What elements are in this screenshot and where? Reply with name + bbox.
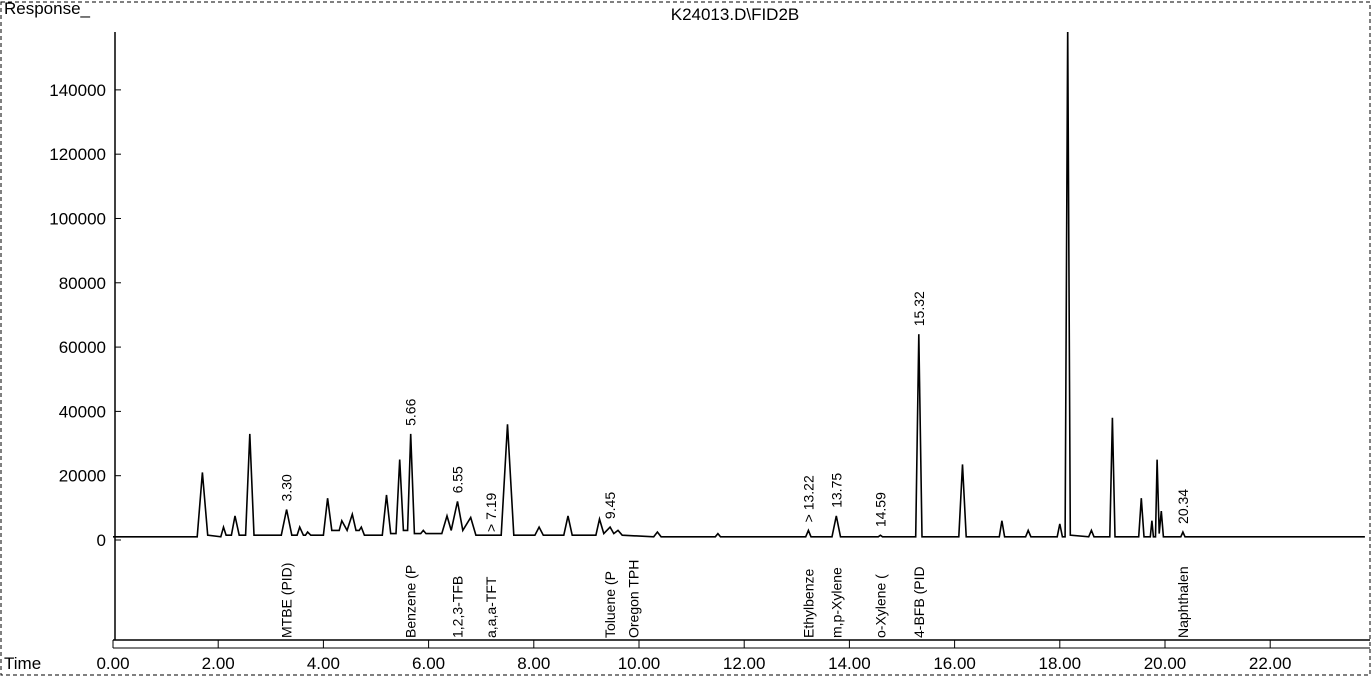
x-tick-label: 12.00	[723, 654, 766, 673]
peak-label: 3.30	[279, 474, 295, 501]
compound-label: a,a,a-TFT	[483, 576, 499, 638]
peak-label: 6.55	[450, 466, 466, 493]
x-tick-label: 14.00	[828, 654, 871, 673]
peak-label: 9.45	[602, 492, 618, 519]
y-tick-label: 60000	[59, 338, 106, 357]
y-tick-label: 140000	[49, 81, 106, 100]
peak-label: > 13.22	[800, 475, 816, 522]
x-axis-title: Time	[4, 654, 41, 673]
peak-label: 13.75	[828, 473, 844, 508]
x-tick-label: 20.00	[1144, 654, 1187, 673]
compound-label: o-Xylene (	[872, 574, 888, 638]
x-tick-label: 8.00	[517, 654, 550, 673]
compound-label: Oregon TPH	[626, 560, 642, 638]
y-axis-title: Response_	[4, 0, 91, 18]
compound-label: m,p-Xylene	[828, 567, 844, 638]
y-tick-label: 100000	[49, 209, 106, 228]
y-tick-label: 80000	[59, 274, 106, 293]
compound-label: Naphthalen	[1175, 566, 1191, 638]
compound-label: MTBE (PID)	[279, 563, 295, 638]
chart-title: K24013.D\FID2B	[671, 5, 800, 24]
trace	[113, 32, 1365, 538]
compound-label: Toluene (P	[602, 571, 618, 638]
compound-label: Benzene (P	[403, 565, 419, 638]
x-tick-label: 2.00	[202, 654, 235, 673]
peak-label: 15.32	[911, 291, 927, 326]
y-tick-label: 40000	[59, 402, 106, 421]
compound-label: 1,2,3-TFB	[450, 576, 466, 638]
x-tick-label: 0.00	[96, 654, 129, 673]
peak-label: 14.59	[872, 492, 888, 527]
x-tick-label: 22.00	[1249, 654, 1292, 673]
x-tick-label: 4.00	[307, 654, 340, 673]
x-tick-label: 18.00	[1039, 654, 1082, 673]
peak-label: > 7.19	[483, 492, 499, 532]
y-tick-label: 0	[97, 531, 106, 550]
peak-label: 20.34	[1175, 489, 1191, 524]
x-tick-label: 6.00	[412, 654, 445, 673]
x-tick-label: 16.00	[933, 654, 976, 673]
compound-label: 4-BFB (PID	[911, 566, 927, 638]
x-tick-label: 10.00	[618, 654, 661, 673]
peak-label: 5.66	[403, 398, 419, 425]
y-tick-label: 20000	[59, 467, 106, 486]
compound-label: Ethylbenze	[800, 569, 816, 638]
y-tick-label: 120000	[49, 145, 106, 164]
